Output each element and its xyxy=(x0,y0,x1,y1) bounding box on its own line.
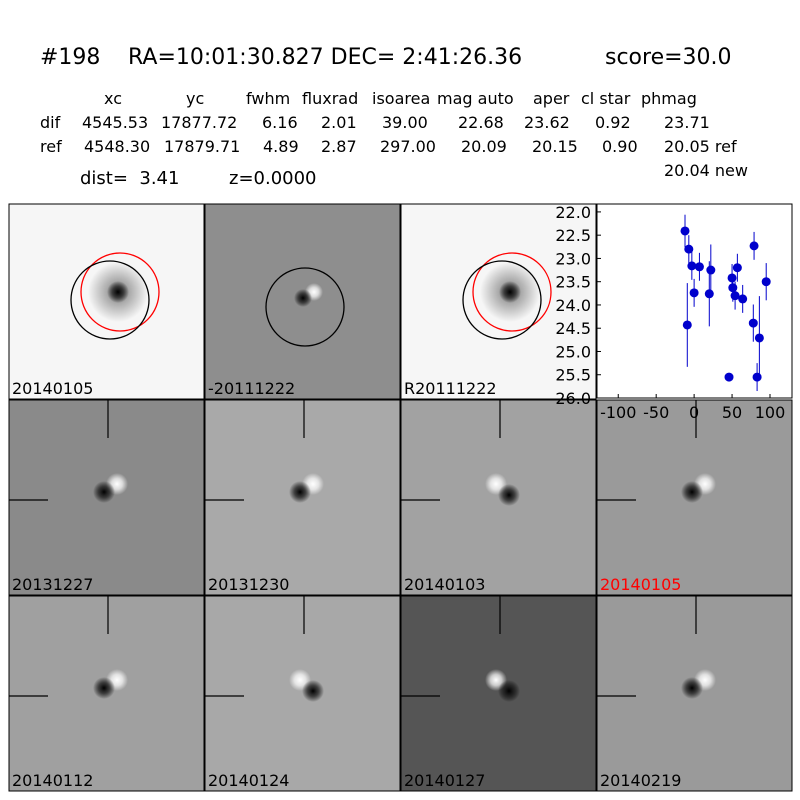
table-note: 20.04 new xyxy=(664,161,748,180)
y-tick-label: 24.5 xyxy=(555,319,591,338)
panel-label: 20140105 xyxy=(600,575,681,594)
data-point xyxy=(704,289,714,299)
row-label: ref xyxy=(40,137,62,156)
star xyxy=(107,281,129,303)
panel-label: 20140112 xyxy=(12,771,93,790)
data-point xyxy=(684,244,694,254)
table-cell: 20.09 xyxy=(461,137,507,156)
y-tick-label: 23.5 xyxy=(555,273,591,292)
column-header: xc xyxy=(104,89,122,108)
table-cell: 0.90 xyxy=(602,137,638,156)
data-point xyxy=(694,262,704,272)
table-cell: 2.87 xyxy=(321,137,357,156)
data-point xyxy=(749,241,759,251)
table-cell: 2.01 xyxy=(321,113,357,132)
black-circle xyxy=(462,260,542,340)
y-tick-label: 26.0 xyxy=(555,389,591,408)
data-point xyxy=(754,333,764,343)
panel-label: 20140103 xyxy=(404,575,485,594)
data-point xyxy=(752,372,762,382)
dipole-dark xyxy=(93,677,115,699)
x-tick-label: -50 xyxy=(643,403,669,422)
data-point xyxy=(748,318,758,328)
coordinates: RA=10:01:30.827 DEC= 2:41:26.36 xyxy=(128,45,522,70)
dipole-dark xyxy=(498,680,520,702)
dipole-dark xyxy=(302,680,324,702)
panel-label: 20140124 xyxy=(208,771,289,790)
data-point xyxy=(680,226,690,236)
table-cell: 4548.30 xyxy=(84,137,150,156)
column-header: cl star xyxy=(581,89,631,108)
dipole-dark xyxy=(498,484,520,506)
table-cell: 20.05 ref xyxy=(664,137,737,156)
x-tick-label: 50 xyxy=(722,403,742,422)
score: score=30.0 xyxy=(605,45,732,70)
row-label: dif xyxy=(40,113,61,132)
y-tick-label: 22.0 xyxy=(555,203,591,222)
table-cell: 39.00 xyxy=(382,113,428,132)
data-point xyxy=(732,263,742,273)
panel-label: 20131227 xyxy=(12,575,93,594)
dipole-dark xyxy=(289,481,311,503)
data-point xyxy=(730,291,740,301)
panel-label: 20140127 xyxy=(404,771,485,790)
table-cell: 297.00 xyxy=(380,137,436,156)
data-point xyxy=(727,273,737,283)
table-cell: 4.89 xyxy=(263,137,299,156)
column-header: isoarea xyxy=(372,89,430,108)
x-tick-label: 0 xyxy=(689,403,699,422)
red-circle xyxy=(80,252,160,332)
y-tick-label: 25.0 xyxy=(555,342,591,361)
column-header: fwhm xyxy=(246,89,290,108)
table-cell: 6.16 xyxy=(262,113,298,132)
table-cell: 20.15 xyxy=(532,137,578,156)
column-header: phmag xyxy=(641,89,697,108)
table-cell: 17879.71 xyxy=(164,137,240,156)
table-cell: 0.92 xyxy=(595,113,631,132)
y-tick-label: 25.5 xyxy=(555,366,591,385)
table-cell: 17877.72 xyxy=(161,113,237,132)
data-point xyxy=(761,277,771,287)
table-cell: 22.68 xyxy=(458,113,504,132)
x-tick-label: -100 xyxy=(600,403,636,422)
candidate-id: #198 xyxy=(40,45,100,70)
data-point xyxy=(682,320,692,330)
red-circle xyxy=(472,252,552,332)
star xyxy=(499,281,521,303)
data-point xyxy=(738,294,748,304)
table-cell: 4545.53 xyxy=(82,113,148,132)
column-header: yc xyxy=(186,89,204,108)
dipole-dark xyxy=(681,481,703,503)
dipole-dark xyxy=(294,289,312,307)
black-circle xyxy=(70,260,150,340)
data-point xyxy=(706,265,716,275)
plot-marks xyxy=(680,214,771,392)
column-header: mag auto xyxy=(437,89,514,108)
panel-label: R20111222 xyxy=(404,379,497,398)
panel-label: 20140219 xyxy=(600,771,681,790)
redshift: z=0.0000 xyxy=(229,168,317,189)
dipole-dark xyxy=(681,677,703,699)
x-tick-label: 100 xyxy=(755,403,786,422)
column-header: fluxrad xyxy=(302,89,358,108)
data-point xyxy=(728,283,738,293)
y-tick-label: 24.0 xyxy=(555,296,591,315)
dipole-dark xyxy=(93,481,115,503)
y-tick-label: 23.0 xyxy=(555,249,591,268)
column-header: aper xyxy=(533,89,570,108)
panel-label: 20140105 xyxy=(12,379,93,398)
panel-label: -20111222 xyxy=(208,379,295,398)
data-point xyxy=(687,261,697,271)
data-point xyxy=(689,288,699,298)
dist: dist= 3.41 xyxy=(80,168,179,189)
table-cell: 23.71 xyxy=(664,113,710,132)
black-circle xyxy=(265,267,345,347)
panel-label: 20131230 xyxy=(208,575,289,594)
y-tick-label: 22.5 xyxy=(555,226,591,245)
data-point xyxy=(724,372,734,382)
table-cell: 23.62 xyxy=(524,113,570,132)
